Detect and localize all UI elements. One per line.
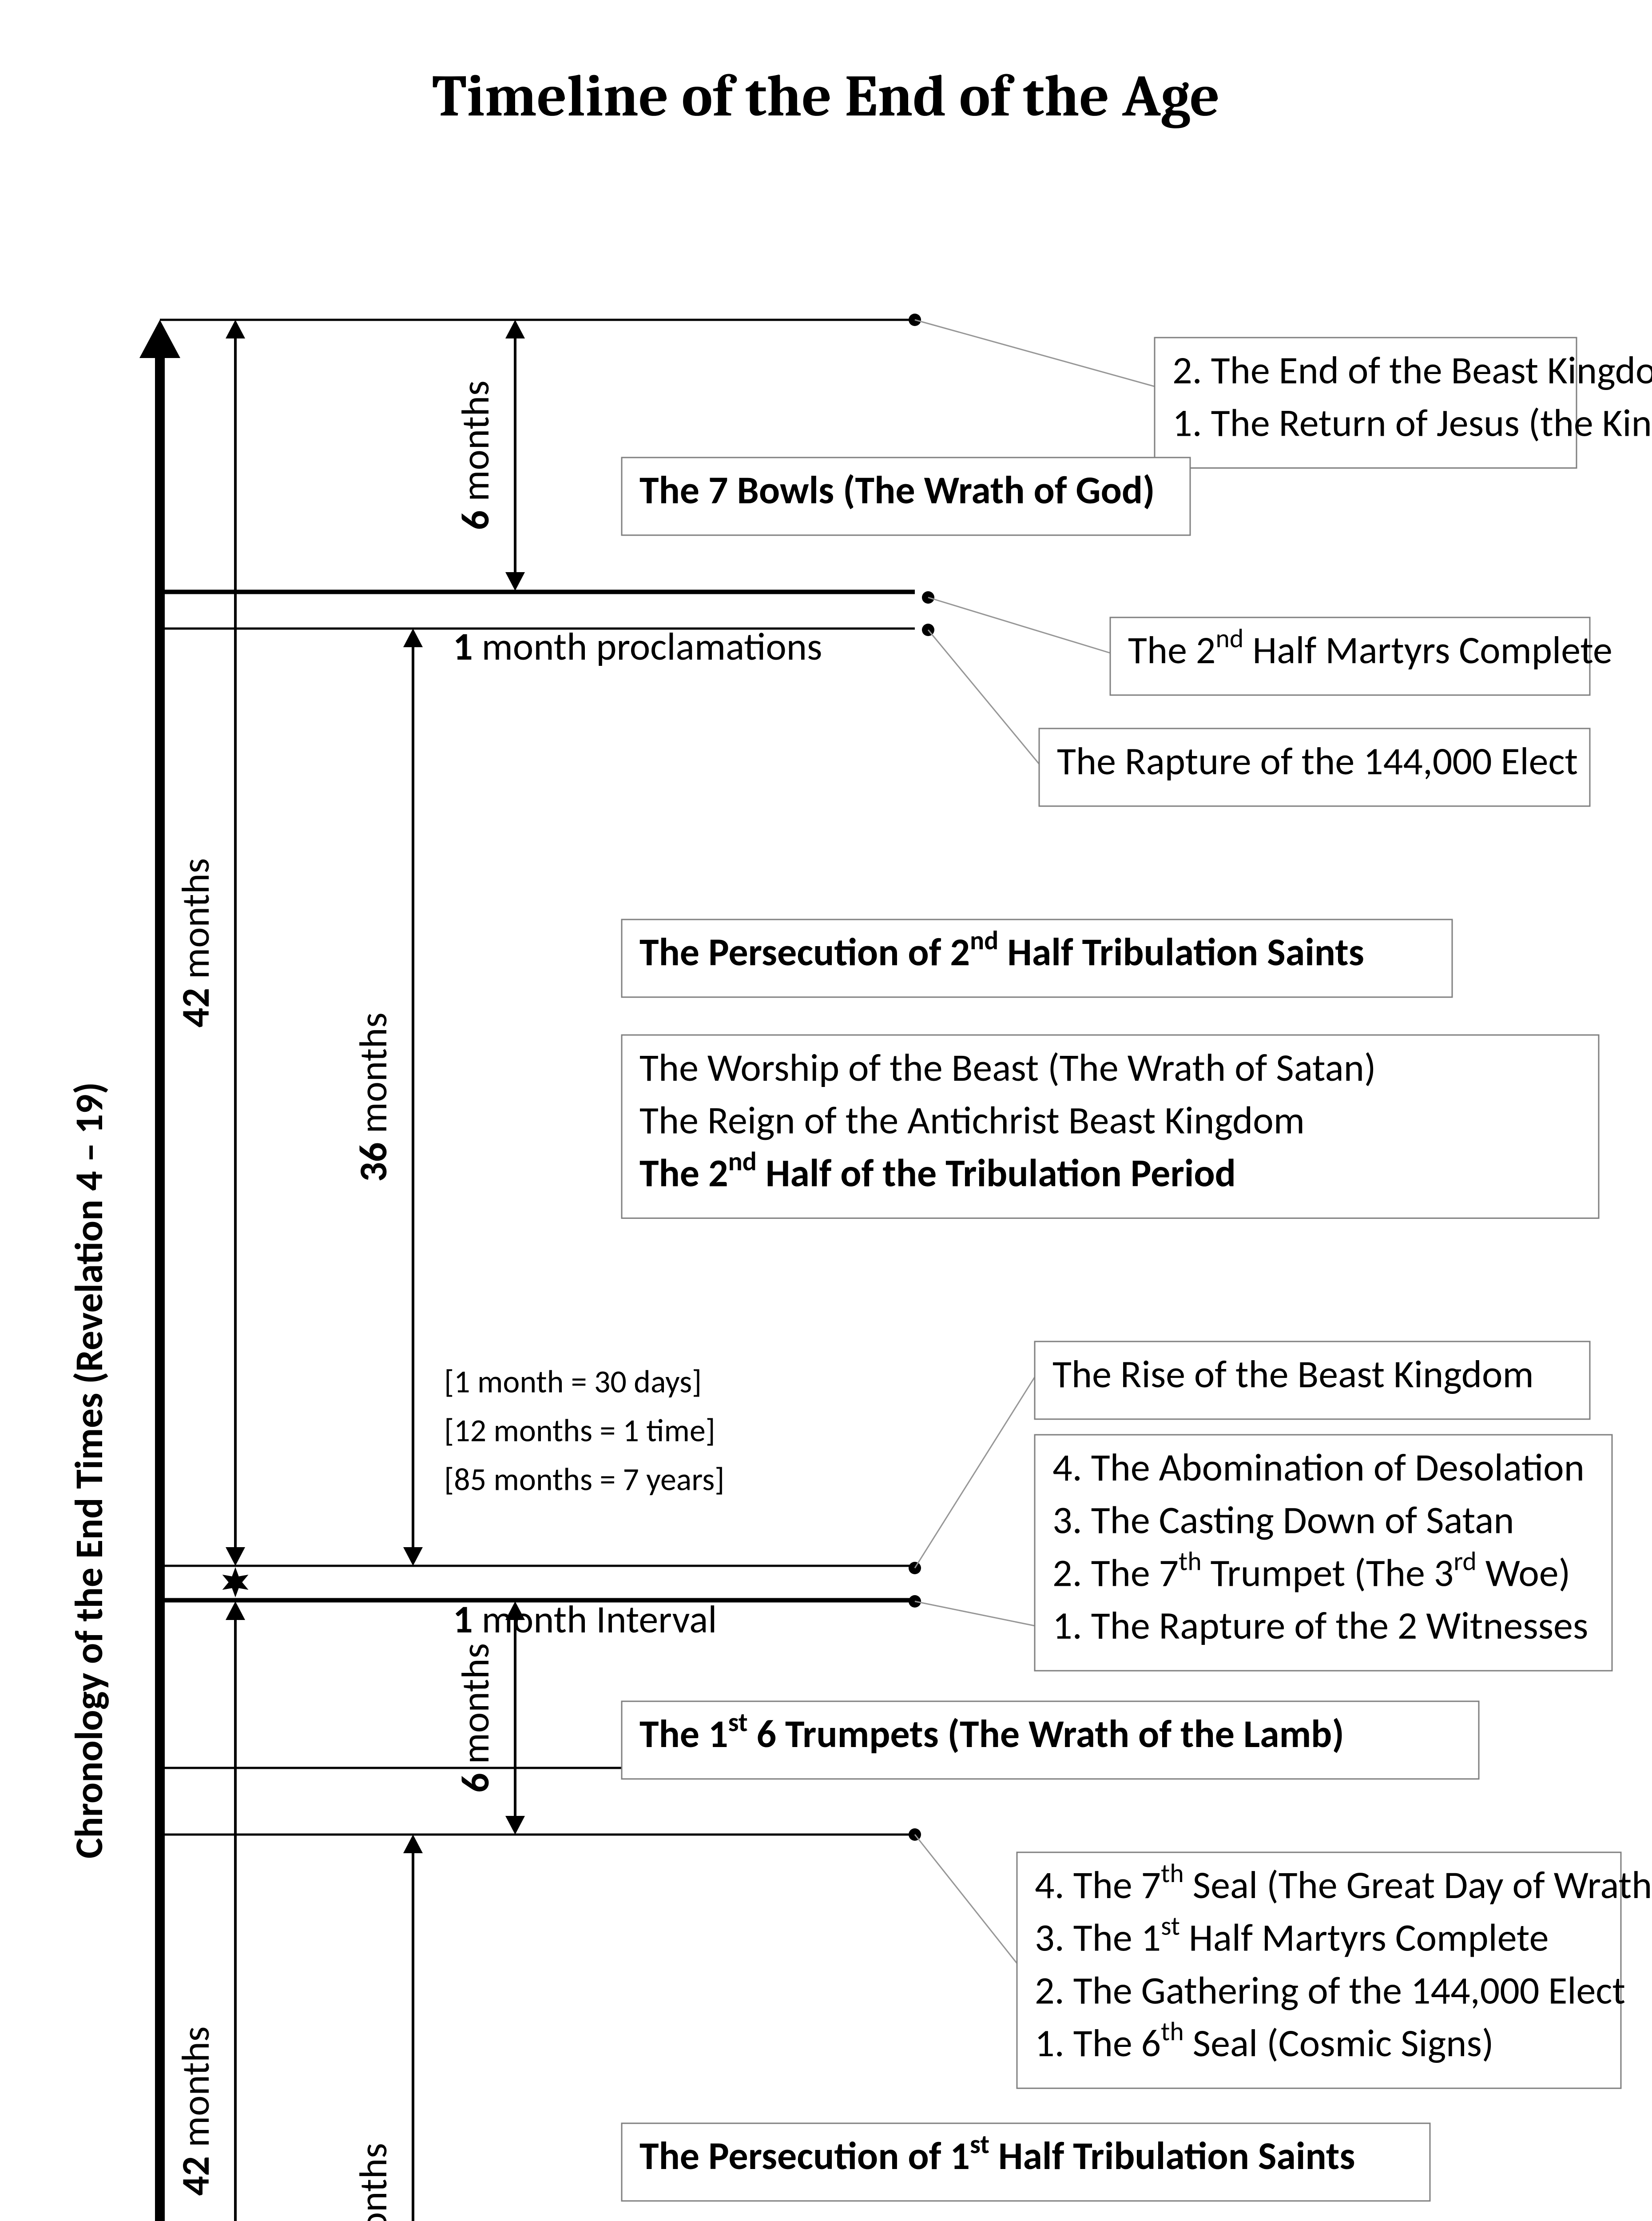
midpoint-star-icon: [222, 1567, 249, 1597]
b_half2-line: The Worship of the Beast (The Wrath of S…: [639, 1043, 1376, 1091]
b_half1_end-line: 2. The Gathering of the 144,000 Elect: [1035, 1966, 1625, 2014]
b_top_events-line: 2. The End of the Beast Kingdom: [1172, 346, 1652, 394]
upper_36-label: 36 months: [349, 1012, 397, 1182]
b_bowls-line: The 7 Bowls (The Wrath of God): [639, 466, 1155, 514]
b_interval_events-line: 3. The Casting Down of Satan: [1052, 1496, 1514, 1544]
b_half1_end-line: 4. The 7th Seal (The Great Day of Wrath): [1035, 1857, 1652, 1909]
upper_42-label: 42 months: [171, 858, 219, 1027]
conversion-note: [1 month = 30 days]: [444, 1362, 702, 1401]
upper_6-label: 6 months: [451, 381, 499, 530]
mid_6-label: 6 months: [451, 1643, 499, 1793]
b_persec1-line: The Persecution of 1st Half Tribulation …: [639, 2128, 1355, 2180]
conversion-note: [12 months = 1 time]: [444, 1411, 715, 1450]
b_2nd_martyrs-line: The 2nd Half Martyrs Complete: [1128, 622, 1612, 674]
b_144k-line: The Rapture of the 144,000 Elect: [1057, 737, 1578, 785]
b_rise_beast-line: The Rise of the Beast Kingdom: [1052, 1350, 1534, 1398]
b_top_events-line: 1. The Return of Jesus (the King): [1172, 399, 1652, 447]
timeline-diagram: Chronology of the End Times (Revelation …: [0, 0, 1652, 2221]
b_half2-line: The Reign of the Antichrist Beast Kingdo…: [639, 1096, 1305, 1144]
lower_42-label: 42 months: [171, 2026, 219, 2196]
page-title: Timeline of the End of the Age: [432, 63, 1220, 130]
inline-note: 1 month proclamations: [453, 622, 822, 670]
b_interval_events-line: 4. The Abomination of Desolation: [1052, 1443, 1584, 1491]
b_half1_end-line: 1. The 6th Seal (Cosmic Signs): [1035, 2015, 1494, 2067]
b_persec2-line: The Persecution of 2nd Half Tribulation …: [639, 924, 1364, 976]
b_interval_events-line: 1. The Rapture of the 2 Witnesses: [1052, 1601, 1588, 1649]
inline-note: 1 month Interval: [453, 1595, 717, 1643]
main_axis-label: Chronology of the End Times (Revelation …: [65, 1082, 113, 1859]
lower_36-label: 36 months: [349, 2143, 397, 2221]
b_interval_events-line: 2. The 7th Trumpet (The 3rd Woe): [1052, 1545, 1570, 1597]
b_half1_end-line: 3. The 1st Half Martyrs Complete: [1035, 1910, 1549, 1962]
conversion-note: [85 months = 7 years]: [444, 1460, 724, 1499]
